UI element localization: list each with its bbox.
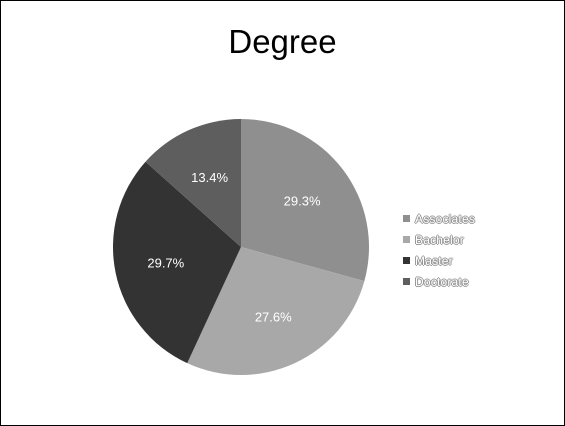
legend-label-associates: Associates — [415, 211, 476, 226]
pie-slice-master — [112, 161, 242, 364]
legend: Associates Bachelor Master Doctorate — [403, 208, 475, 292]
legend-swatch — [403, 236, 410, 243]
legend-item-bachelor: Bachelor — [403, 229, 475, 250]
legend-label-bachelor: Bachelor — [415, 232, 464, 247]
legend-label-master: Master — [415, 253, 453, 268]
pie-label-doctorate: 13.4% — [191, 170, 228, 185]
legend-swatch — [403, 278, 410, 285]
pie-slice-associates — [241, 119, 370, 282]
legend-swatch — [403, 215, 410, 222]
pie-label-bachelor: 27.6% — [255, 310, 292, 325]
legend-label-doctorate: Doctorate — [415, 274, 469, 289]
legend-item-doctorate: Doctorate — [403, 271, 475, 292]
pie-label-master: 29.7% — [147, 256, 184, 271]
legend-swatch — [403, 257, 410, 264]
pie-slice-doctorate — [145, 119, 241, 247]
chart-title: Degree — [228, 23, 337, 60]
legend-item-master: Master — [403, 250, 475, 271]
pie-slice-bachelor — [187, 247, 365, 376]
legend-item-associates: Associates — [403, 208, 475, 229]
pie-label-associates: 29.3% — [284, 194, 321, 209]
